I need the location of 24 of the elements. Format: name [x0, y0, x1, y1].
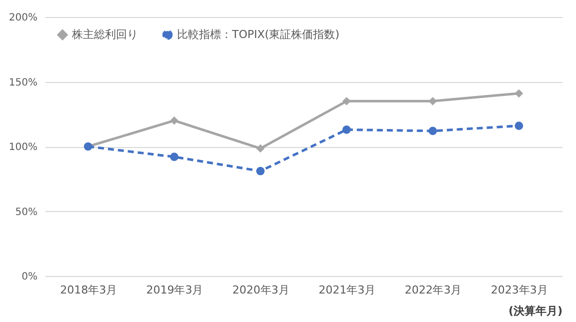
point	[170, 152, 178, 162]
point	[170, 116, 178, 125]
x-tick-label: 2020年3月	[232, 284, 290, 296]
point	[342, 125, 351, 134]
legend-label: 株主総利回り	[71, 28, 138, 41]
point	[256, 144, 265, 153]
point	[428, 96, 437, 106]
y-tick-label: 100%	[8, 142, 38, 153]
x-tick-label: 2022年3月	[404, 284, 462, 296]
point	[514, 89, 524, 98]
x-axis-title: (決算年月)	[508, 304, 562, 318]
y-tick-label: 0%	[22, 272, 38, 282]
point	[514, 122, 524, 130]
point	[342, 96, 351, 106]
x-tick-label: 2018年3月	[60, 284, 118, 296]
y-tick-label: 50%	[15, 206, 38, 218]
x-tick-label: 2019年3月	[146, 284, 204, 296]
point	[428, 126, 437, 136]
y-tick-label: 200%	[8, 12, 38, 24]
x-tick-label: 2021年3月	[318, 284, 376, 296]
legend-label: 比較指標：TOPIX(東証株価指数)	[177, 28, 340, 41]
point	[256, 166, 265, 176]
x-tick-label: 2023年3月	[490, 284, 548, 296]
y-tick-label: 150%	[8, 77, 38, 88]
